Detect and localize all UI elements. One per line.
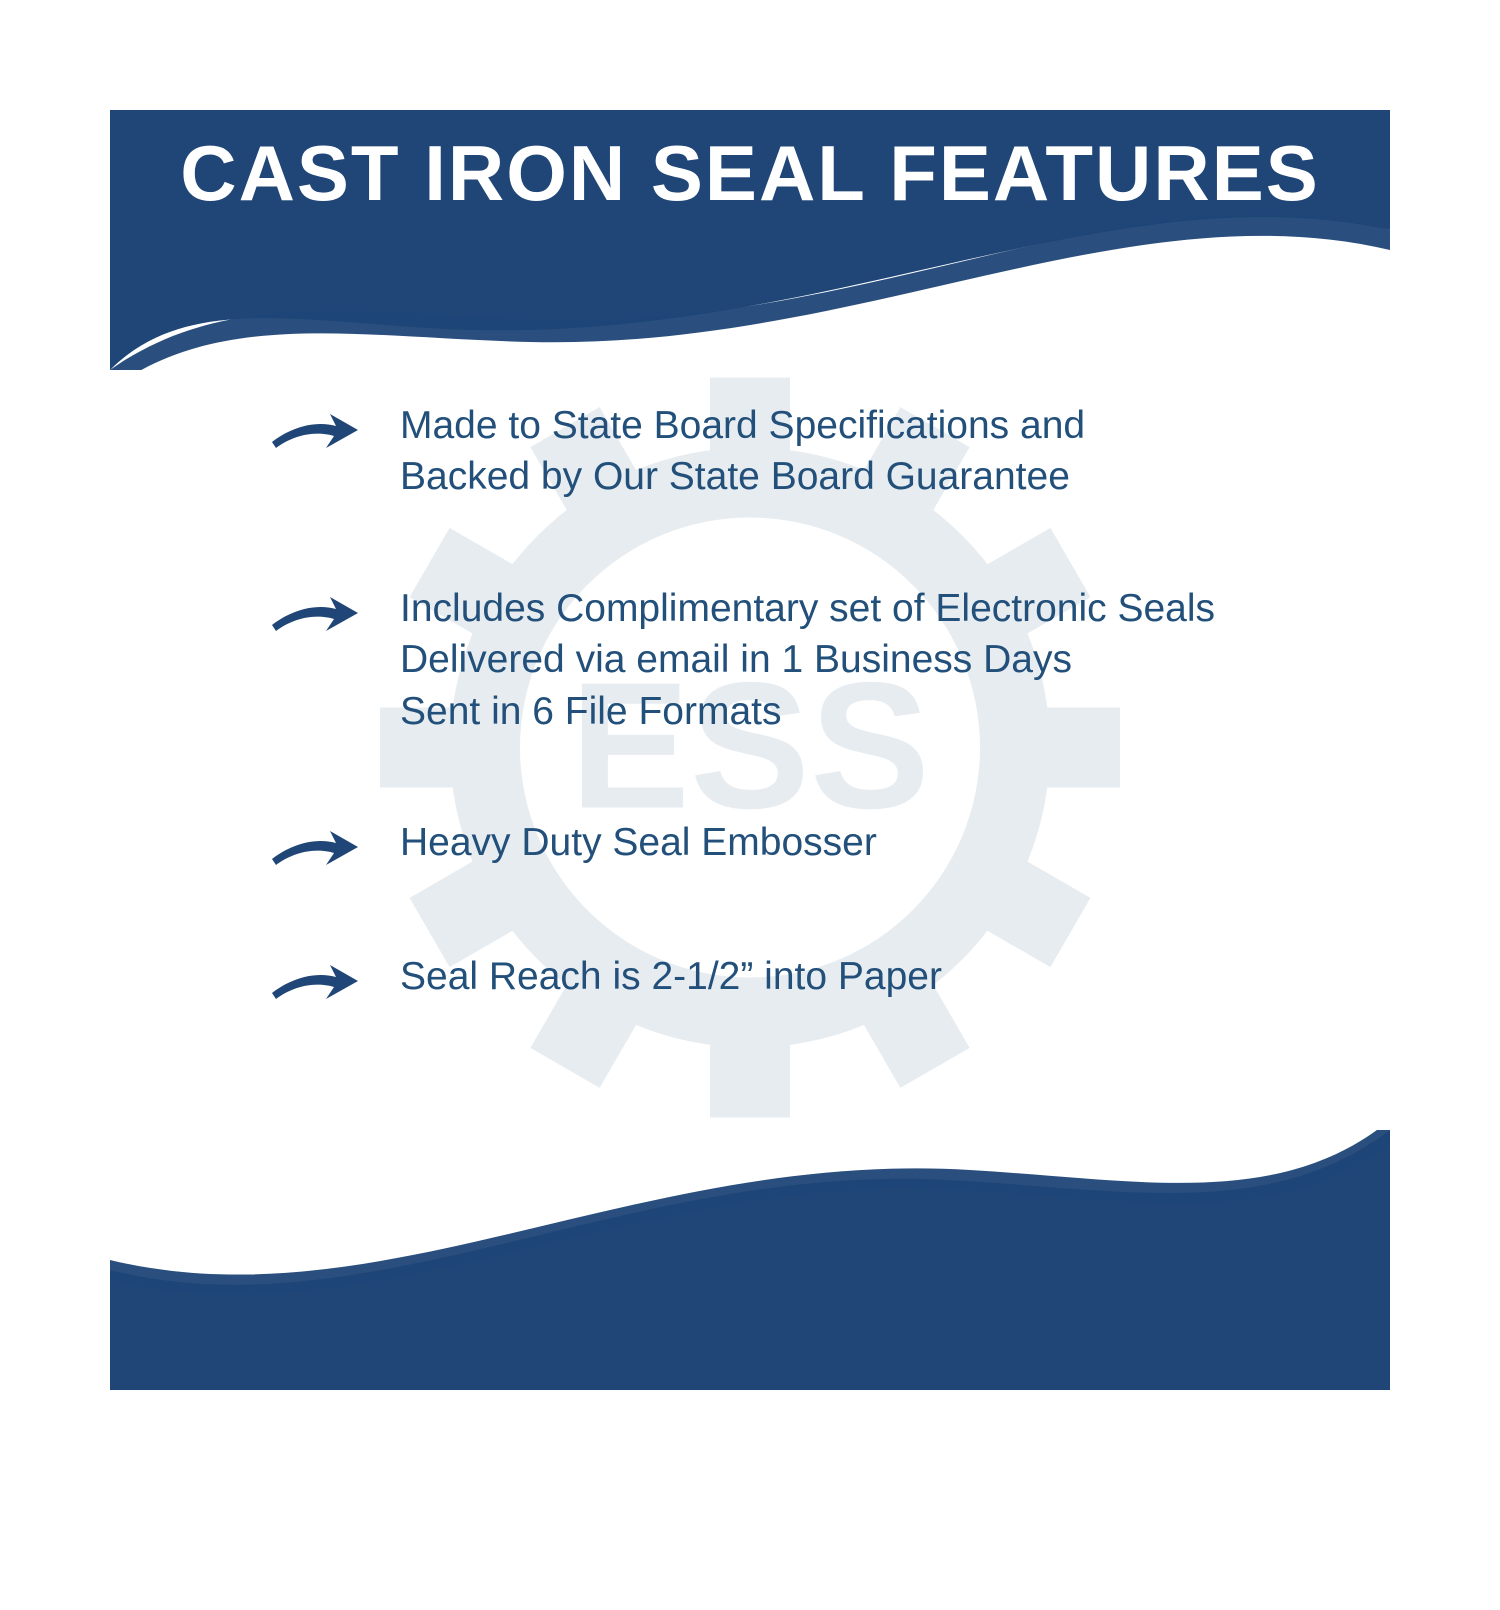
feature-text: Heavy Duty Seal Embosser <box>400 817 877 868</box>
feature-item: Made to State Board Specifications and B… <box>270 400 1310 503</box>
feature-line: Includes Complimentary set of Electronic… <box>400 583 1215 634</box>
feature-item: Seal Reach is 2-1/2” into Paper <box>270 951 1310 1005</box>
swoosh-arrow-icon <box>270 583 360 637</box>
feature-text: Includes Complimentary set of Electronic… <box>400 583 1215 737</box>
feature-line: Delivered via email in 1 Business Days <box>400 634 1215 685</box>
feature-line: Sent in 6 File Formats <box>400 686 1215 737</box>
page-title: CAST IRON SEAL FEATURES <box>110 128 1390 219</box>
feature-item: Includes Complimentary set of Electronic… <box>270 583 1310 737</box>
feature-line: Backed by Our State Board Guarantee <box>400 451 1085 502</box>
feature-line: Seal Reach is 2-1/2” into Paper <box>400 951 942 1002</box>
swoosh-arrow-icon <box>270 951 360 1005</box>
swoosh-arrow-icon <box>270 817 360 871</box>
feature-line: Made to State Board Specifications and <box>400 400 1085 451</box>
feature-text: Seal Reach is 2-1/2” into Paper <box>400 951 942 1002</box>
feature-text: Made to State Board Specifications and B… <box>400 400 1085 503</box>
footer-wave <box>110 1130 1390 1390</box>
features-list: Made to State Board Specifications and B… <box>270 400 1310 1085</box>
swoosh-arrow-icon <box>270 400 360 454</box>
feature-item: Heavy Duty Seal Embosser <box>270 817 1310 871</box>
feature-line: Heavy Duty Seal Embosser <box>400 817 877 868</box>
infographic-canvas: ESS CAST IRON SEAL FEATURES Made to Stat… <box>110 110 1390 1390</box>
